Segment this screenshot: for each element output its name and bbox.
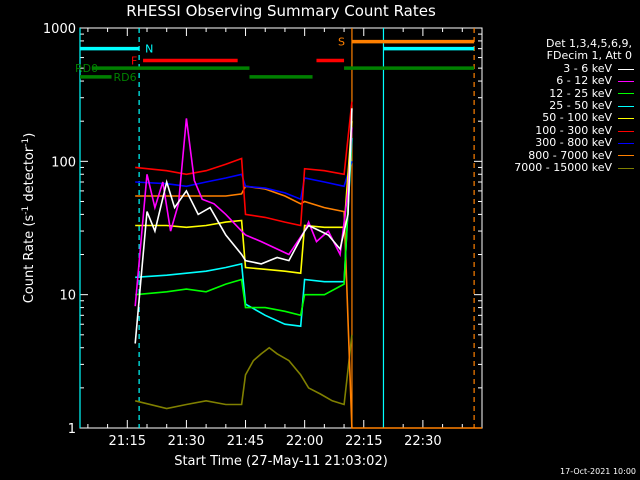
x-tick-label: 21:30 [168, 434, 205, 449]
x-tick-label: 21:15 [109, 434, 146, 449]
legend-swatch [618, 155, 634, 157]
series-line-2 [134, 118, 353, 307]
legend-swatch [618, 80, 634, 82]
legend-swatch [618, 68, 634, 70]
state-label-f: F [131, 55, 137, 68]
legend-swatch [618, 142, 634, 144]
legend-entry-label: 50 - 100 keV [542, 111, 612, 125]
legend-swatch [618, 93, 634, 95]
legend-entry: 50 - 100 keV [484, 112, 636, 124]
y-tick-label: 1000 [43, 22, 76, 37]
legend-entry-label: 7000 - 15000 keV [514, 161, 612, 175]
x-tick-label: 21:45 [227, 434, 264, 449]
x-tick-label: 22:15 [345, 434, 382, 449]
legend-swatch [618, 105, 634, 107]
plot-frame [79, 27, 483, 429]
legend-entry-label: 12 - 25 keV [549, 86, 612, 100]
legend-entry-label: 3 - 6 keV [563, 61, 612, 75]
y-tick-label: 1 [68, 422, 76, 437]
series-line-3 [135, 127, 353, 317]
legend-entry: 7000 - 15000 keV [484, 161, 636, 175]
legend-swatch [618, 167, 634, 169]
legend-entry-label: 100 - 300 keV [535, 123, 612, 137]
y-tick-label: 100 [51, 155, 76, 170]
legend-header-line-1: Det 1,3,4,5,6,9, [545, 37, 632, 50]
series-line-1 [134, 108, 353, 344]
legend-entry: 12 - 25 keV [484, 86, 636, 100]
x-tick-label: 22:30 [404, 434, 441, 449]
legend-entry: 300 - 800 keV [484, 136, 636, 150]
legend-entry-label: 6 - 12 keV [556, 74, 612, 88]
legend-entry: 800 - 7000 keV [484, 148, 636, 162]
series-line-8 [135, 185, 482, 429]
state-label-n: N [145, 43, 153, 56]
state-label-rd0: RD0 [75, 62, 98, 75]
chart-title: RHESSI Observing Summary Count Rates [126, 2, 436, 20]
y-tick-label: 10 [59, 289, 76, 304]
legend-entry: 6 - 12 keV [484, 74, 636, 88]
x-axis-label: Start Time (27-May-11 21:03:02) [174, 454, 388, 469]
series-line-7 [135, 161, 353, 201]
legend-header-line-2: FDecim 1, Att 0 [546, 49, 632, 63]
state-label-rd6: RD6 [114, 71, 137, 84]
series-line-4 [135, 137, 353, 328]
legend-entry: 100 - 300 keV [484, 123, 636, 137]
generation-timestamp: 17-Oct-2021 10:00 [560, 467, 636, 476]
legend-entry-label: 25 - 50 keV [549, 99, 612, 113]
state-label-s: S [338, 36, 345, 49]
legend-entry: 3 - 6 keV [484, 61, 636, 75]
legend-entries: 3 - 6 keV 6 - 12 keV 12 - 25 keV 25 - 50 ke… [484, 61, 636, 175]
x-tick-label: 22:00 [286, 434, 323, 449]
legend-entry-label: 300 - 800 keV [535, 136, 612, 150]
legend-swatch [618, 130, 634, 132]
legend-entry: 25 - 50 keV [484, 99, 636, 113]
series-line-6 [135, 101, 353, 227]
legend-swatch [618, 118, 634, 120]
series-line-5 [135, 121, 353, 275]
legend: Det 1,3,4,5,6,9, FDecim 1, Att 0 3 - 6 k… [484, 37, 636, 175]
series-line-9 [135, 334, 353, 410]
legend-entry-label: 800 - 7000 keV [528, 148, 612, 162]
